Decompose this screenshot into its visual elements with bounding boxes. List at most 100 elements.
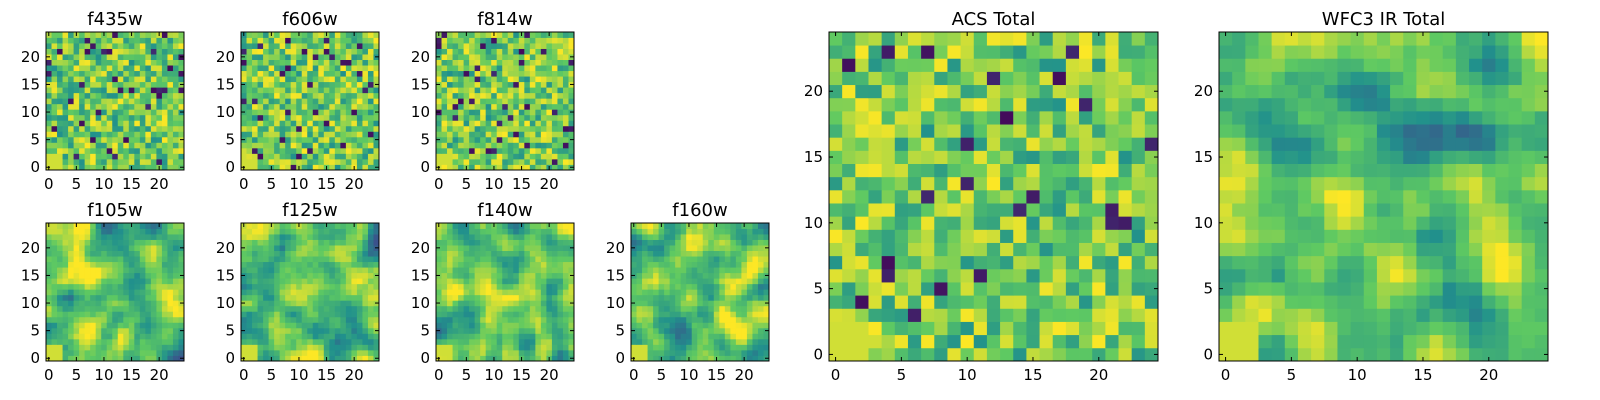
heatmap-cell — [112, 245, 119, 251]
x-tick-label: 5 — [657, 366, 667, 384]
heatmap-cell — [441, 322, 448, 329]
heatmap-cell — [79, 355, 86, 362]
heatmap-cell — [713, 256, 720, 263]
heatmap-cell — [653, 239, 659, 246]
heatmap-cell — [452, 322, 459, 329]
heatmap-cell — [546, 109, 553, 116]
heatmap-cell — [551, 92, 558, 99]
heatmap-cell — [719, 316, 726, 323]
heatmap-cell — [507, 344, 514, 351]
heatmap-cell — [241, 114, 247, 121]
heatmap-cell — [274, 294, 281, 301]
heatmap-cell — [178, 48, 185, 55]
heatmap-cell — [441, 92, 448, 99]
heatmap-cell — [973, 163, 988, 178]
heatmap-cell — [480, 32, 487, 38]
heatmap-cell — [268, 283, 275, 290]
heatmap-cell — [855, 176, 869, 191]
heatmap-cell — [463, 147, 470, 154]
heatmap-cell — [513, 43, 520, 49]
heatmap-cell — [318, 316, 325, 323]
heatmap-cell — [252, 316, 258, 323]
heatmap-cell — [458, 305, 464, 312]
heatmap-cell — [518, 65, 525, 72]
heatmap-cell — [855, 268, 869, 283]
heatmap-cell — [57, 322, 63, 329]
heatmap-cell — [757, 355, 764, 362]
heatmap-cell — [279, 76, 286, 83]
heatmap-cell — [447, 283, 453, 290]
heatmap-cell — [502, 349, 509, 356]
heatmap-cell — [290, 305, 297, 312]
heatmap-cell — [106, 261, 113, 268]
heatmap-cell — [719, 305, 726, 312]
heatmap-cell — [172, 256, 179, 263]
heatmap-cell — [373, 256, 380, 263]
heatmap-cell — [507, 311, 514, 318]
heatmap-cell — [112, 54, 119, 60]
heatmap-cell — [117, 223, 124, 229]
heatmap-cell — [312, 267, 319, 274]
heatmap-cell — [279, 289, 286, 296]
heatmap-cell — [156, 234, 163, 240]
heatmap-cell — [986, 242, 1001, 257]
heatmap-cell — [323, 37, 330, 44]
heatmap-cell — [356, 234, 363, 240]
heatmap-cell — [106, 239, 113, 246]
heatmap-cell — [735, 272, 742, 279]
heatmap-cell — [447, 98, 453, 105]
heatmap-cell — [367, 333, 374, 340]
heatmap-cell — [334, 158, 341, 165]
heatmap-cell — [855, 321, 869, 336]
heatmap-cell — [117, 59, 124, 66]
heatmap-cell — [653, 245, 659, 251]
heatmap-cell — [562, 355, 569, 362]
heatmap-cell — [307, 59, 314, 66]
heatmap-cell — [1065, 216, 1080, 230]
heatmap-cell — [894, 255, 909, 270]
heatmap-cell — [46, 278, 52, 285]
heatmap-cell — [1079, 295, 1093, 309]
heatmap-cell — [356, 333, 363, 340]
heatmap-cell — [79, 153, 86, 160]
heatmap-cell — [763, 316, 770, 323]
heatmap-cell — [436, 278, 442, 285]
heatmap-cell — [329, 147, 336, 154]
heatmap-cell — [441, 37, 448, 44]
heatmap-cell — [296, 37, 303, 44]
heatmap-cell — [106, 338, 113, 345]
heatmap-cell — [246, 37, 253, 44]
heatmap-cell — [274, 349, 281, 356]
heatmap-cell — [491, 278, 498, 285]
heatmap-cell — [452, 32, 459, 38]
heatmap-cell — [1105, 334, 1119, 349]
heatmap-cell — [702, 289, 709, 296]
heatmap-cell — [491, 228, 498, 235]
heatmap-cell — [842, 203, 856, 217]
heatmap-cell — [480, 70, 487, 77]
heatmap-cell — [307, 125, 314, 132]
heatmap-cell — [642, 322, 648, 329]
heatmap-cell — [156, 131, 163, 138]
heatmap-cell — [90, 125, 97, 132]
heatmap-cell — [268, 267, 275, 274]
heatmap-cell — [474, 223, 481, 229]
heatmap-cell — [301, 98, 308, 105]
heatmap-cell — [631, 239, 637, 246]
heatmap-cell — [252, 349, 258, 356]
heatmap-cell — [356, 327, 363, 334]
heatmap-cell — [507, 278, 514, 285]
heatmap-cell — [452, 158, 459, 165]
heatmap-cell — [139, 98, 146, 105]
heatmap-cell — [562, 272, 569, 279]
heatmap-cell — [540, 65, 547, 72]
heatmap-cell — [351, 153, 358, 160]
heatmap-cell — [172, 87, 179, 94]
heatmap-cell — [167, 76, 174, 83]
heatmap-cell — [664, 344, 671, 351]
heatmap-cell — [351, 349, 358, 356]
heatmap-cell — [469, 272, 476, 279]
heatmap-cell — [524, 54, 531, 60]
heatmap-cell — [79, 311, 86, 318]
